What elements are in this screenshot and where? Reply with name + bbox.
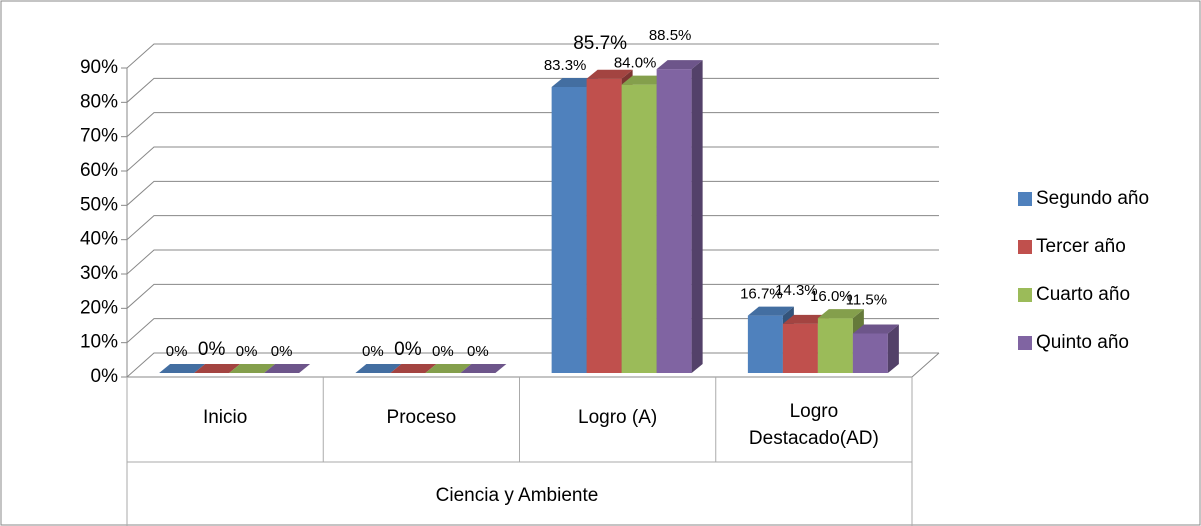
data-label: 11.5% (846, 291, 887, 308)
data-label: 84.0% (614, 55, 657, 72)
data-label: 0% (271, 343, 293, 360)
bar-top (621, 75, 668, 85)
x-tick-label: Proceso (386, 407, 457, 428)
bar-front (782, 323, 818, 373)
y-tick-label: 70% (80, 126, 118, 147)
y-tick-label: 40% (80, 229, 118, 250)
data-label: 0% (198, 339, 226, 360)
data-label: 16.0% (810, 288, 853, 305)
bar (229, 364, 276, 373)
bar-top (586, 69, 633, 79)
data-label: 83.3% (544, 57, 587, 74)
data-label: 0% (166, 343, 188, 360)
bar (264, 364, 311, 373)
bar-top (460, 364, 507, 373)
y-tick-label: 60% (80, 160, 118, 181)
y-tick-label: 50% (80, 194, 118, 215)
bar-top (355, 364, 402, 373)
bar-top (551, 78, 598, 88)
bar-side (887, 324, 899, 373)
bar-top (747, 306, 794, 316)
bar (852, 324, 899, 373)
bar-front (656, 69, 692, 374)
bar (460, 364, 507, 373)
data-label: 14.3% (775, 282, 818, 299)
bar-front (586, 78, 622, 373)
y-tick-label: 10% (80, 332, 118, 353)
y-tick-label: 30% (80, 263, 118, 284)
data-label: 0% (362, 343, 384, 360)
bar-top (817, 309, 864, 319)
bar-top (782, 314, 829, 324)
legend-label: Segundo año (1036, 188, 1149, 209)
bar (390, 364, 437, 373)
x-tick-label: Logro (A) (578, 407, 658, 428)
bar-side (691, 60, 703, 374)
y-tick-label: 80% (80, 91, 118, 112)
data-label: 0% (236, 343, 258, 360)
legend-label: Tercer año (1036, 236, 1126, 257)
legend-swatch (1018, 192, 1032, 206)
bar (194, 364, 241, 373)
legend-label: Quinto año (1036, 332, 1129, 353)
x-tick-label: Logro Destacado(AD) (748, 401, 879, 449)
bar-top (656, 60, 703, 70)
bar-front (551, 87, 587, 374)
y-tick-label: 90% (80, 57, 118, 78)
bar-top (264, 364, 311, 373)
bar-top (194, 364, 241, 373)
bar-front (852, 333, 888, 373)
legend-swatch (1018, 288, 1032, 302)
data-label: 0% (467, 343, 489, 360)
bar-top (229, 364, 276, 373)
bar-top (425, 364, 472, 373)
legend-swatch (1018, 336, 1032, 350)
data-label: 88.5% (649, 27, 692, 44)
bar-front (817, 318, 853, 373)
y-tick-label: 0% (91, 366, 119, 387)
bar (656, 60, 703, 374)
bar (159, 364, 206, 373)
bar-top (852, 324, 899, 334)
bar (355, 364, 402, 373)
bar (425, 364, 472, 373)
bar-front (621, 84, 657, 373)
grid-line (126, 43, 939, 69)
y-tick-label: 20% (80, 297, 118, 318)
data-label: 85.7% (573, 33, 627, 54)
bar-front (747, 315, 783, 373)
data-label: 0% (394, 339, 422, 360)
bar-top (390, 364, 437, 373)
bar-top (159, 364, 206, 373)
legend-swatch (1018, 240, 1032, 254)
group-label: Ciencia y Ambiente (436, 485, 599, 506)
data-label: 0% (432, 343, 454, 360)
x-tick-label: Inicio (202, 407, 248, 428)
data-label: 16.7% (740, 286, 783, 303)
legend-label: Cuarto año (1036, 284, 1130, 305)
